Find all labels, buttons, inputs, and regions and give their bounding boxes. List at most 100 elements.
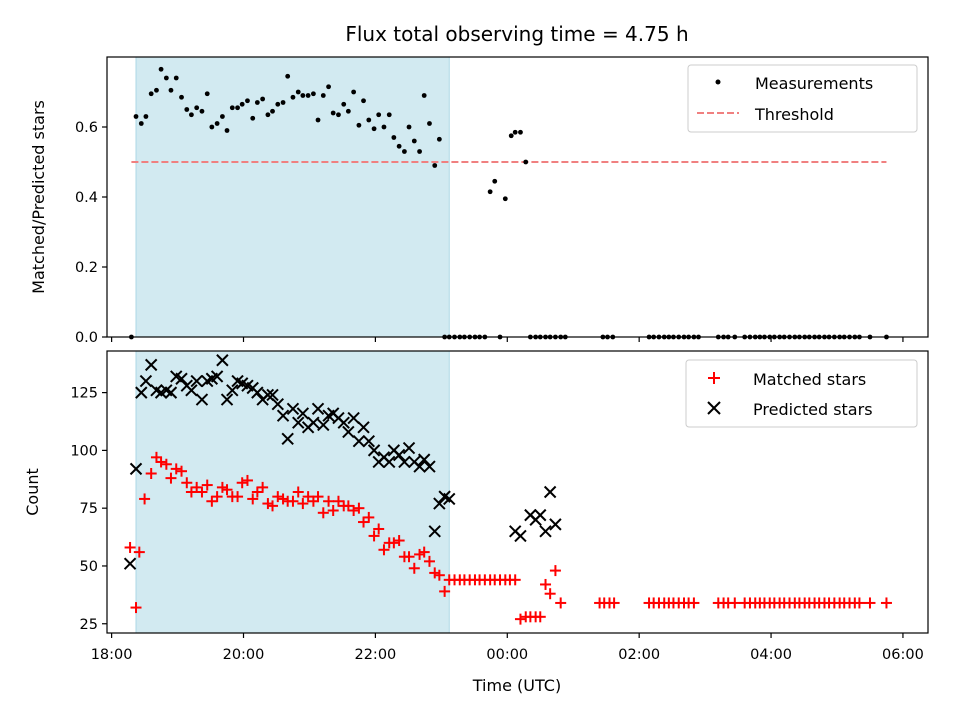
measurement-point — [148, 91, 154, 97]
y-tick-label: 0.4 — [75, 190, 98, 206]
legend-matched-label: Matched stars — [753, 370, 866, 389]
matched-point — [729, 597, 741, 609]
x-tick-label: 04:00 — [750, 647, 792, 663]
predicted-point — [433, 497, 446, 510]
y-tick-label: 25 — [80, 617, 98, 633]
predicted-point — [352, 434, 366, 448]
matched-point — [124, 541, 136, 553]
matched-point — [196, 486, 208, 498]
matched-point — [133, 546, 145, 558]
measurement-point — [366, 117, 372, 123]
predicted-point — [144, 358, 158, 372]
matched-point — [423, 555, 435, 567]
measurement-point — [421, 93, 427, 98]
matched-point — [439, 585, 451, 597]
matched-point — [514, 613, 526, 625]
matched-point — [165, 472, 177, 484]
measurement-point — [189, 112, 194, 118]
x-tick-label: 06:00 — [882, 647, 924, 663]
matched-point — [363, 511, 375, 523]
predicted-point — [402, 441, 416, 455]
predicted-point — [292, 416, 305, 429]
ratio-x-ticks — [111, 337, 904, 342]
measurement-point — [250, 115, 256, 121]
measurement-point — [260, 96, 266, 102]
predicted-point — [392, 448, 406, 462]
predicted-point — [286, 402, 300, 415]
ratio-y-label: Matched/Predicted stars — [29, 100, 48, 294]
matched-points — [124, 451, 892, 625]
predicted-point — [514, 529, 527, 543]
matched-point — [403, 551, 415, 563]
counts-x-ticks: 18:00 20:00 22:00 00:00 02:00 04:00 06:00 — [91, 633, 924, 663]
predicted-point — [129, 462, 143, 476]
predicted-point — [135, 386, 148, 399]
measurement-point — [502, 196, 508, 202]
measurement-point — [199, 108, 205, 114]
predicted-point — [367, 444, 381, 457]
y-tick-label: 75 — [80, 501, 98, 517]
measurement-point — [432, 163, 438, 168]
matched-point — [155, 456, 167, 468]
measurement-point — [305, 93, 311, 98]
measurement-point — [311, 91, 316, 97]
measurement-point — [406, 124, 412, 130]
measurement-point — [300, 93, 306, 98]
measurement-point — [168, 87, 174, 93]
measurement-point — [209, 124, 215, 130]
y-tick-label: 0.2 — [75, 260, 98, 276]
matched-point — [211, 491, 223, 503]
predicted-point — [276, 409, 290, 422]
measurement-point — [133, 114, 139, 119]
matched-point — [408, 562, 420, 574]
legend-threshold-label: Threshold — [754, 105, 834, 124]
x-tick-label: 00:00 — [486, 647, 528, 663]
x-tick-label: 02:00 — [618, 647, 660, 663]
x-axis-label: Time (UTC) — [472, 676, 561, 695]
measurement-point — [391, 135, 397, 140]
measurement-point — [158, 66, 164, 72]
matched-point — [368, 530, 380, 542]
predicted-point — [539, 525, 552, 538]
measurement-point — [143, 114, 149, 119]
measurement-point — [235, 105, 240, 111]
measurement-point — [295, 89, 301, 95]
measurement-point — [508, 133, 514, 139]
matched-point — [353, 502, 365, 514]
ratio-shaded-span-rect — [135, 56, 450, 338]
measurement-point — [381, 124, 387, 130]
measurement-point — [330, 110, 336, 116]
measurement-point — [220, 114, 225, 119]
predicted-point — [383, 455, 396, 469]
measurement-point — [487, 189, 493, 195]
measurement-point — [214, 121, 220, 126]
measurement-point — [402, 149, 407, 154]
measurement-point — [492, 178, 498, 184]
measurement-point — [436, 136, 442, 142]
predicted-point — [543, 485, 557, 499]
measurement-point — [512, 129, 518, 135]
matched-point — [130, 602, 142, 614]
matched-point — [160, 458, 172, 470]
x-tick-label: 18:00 — [91, 647, 133, 663]
measurement-point — [386, 112, 392, 118]
matched-point — [864, 597, 876, 609]
counts-panel: 25 50 75 100 125 18:00 20:00 22:00 00:00 02:00 04… — [23, 350, 929, 695]
predicted-point — [251, 386, 264, 399]
measurement-point — [194, 105, 200, 111]
predicted-point — [534, 508, 547, 522]
ratio-legend-box — [687, 64, 918, 133]
predicted-point — [164, 386, 178, 399]
measurement-point — [254, 100, 260, 105]
predicted-point — [413, 460, 426, 473]
ratio-legend: Measurements Threshold — [687, 64, 918, 133]
measurement-point — [270, 108, 275, 114]
predicted-point — [362, 434, 376, 448]
ratio-shaded-span — [135, 56, 450, 338]
predicted-point — [357, 421, 370, 434]
measurement-point — [163, 75, 169, 81]
measurement-point — [371, 126, 377, 132]
chart-title: Flux total observing time = 4.75 h — [345, 22, 688, 46]
counts-legend: Matched stars Predicted stars — [685, 359, 918, 428]
measurement-point — [239, 101, 245, 107]
